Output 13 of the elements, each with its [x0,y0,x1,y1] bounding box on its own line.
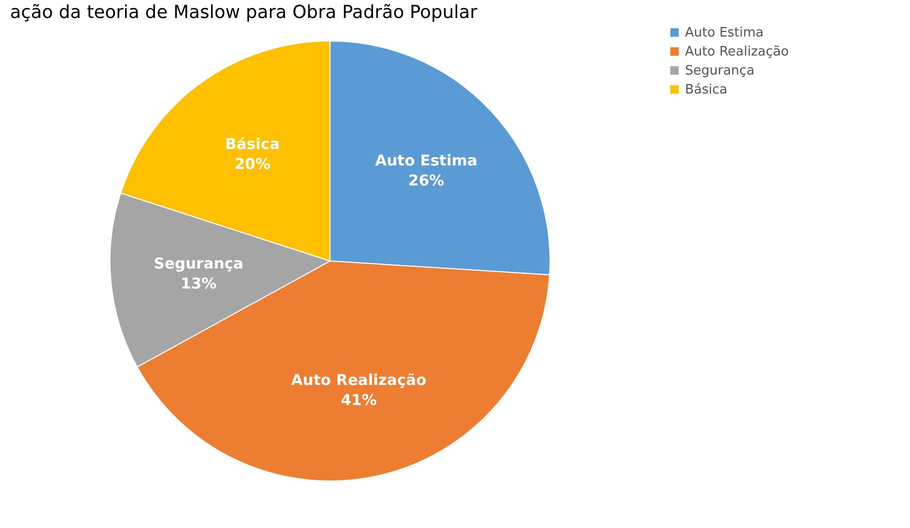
data-label: 13% [180,274,217,292]
slice-label: Auto Estima [375,152,478,170]
slice-label: Auto Realização [291,370,426,389]
data-label: 41% [340,390,377,409]
slice-label: Segurança [154,254,244,272]
legend-label: Auto Realização [685,44,789,60]
chart-title: ação da teoria de Maslow para Obra Padrão Popular [10,2,478,23]
legend-label: Básica [685,82,728,98]
data-label: 26% [408,172,444,190]
legend-label: Auto Estima [685,26,764,40]
slice-label: Básica [225,135,280,154]
data-label: 20% [234,155,270,174]
legend-label: Segurança [685,64,754,78]
